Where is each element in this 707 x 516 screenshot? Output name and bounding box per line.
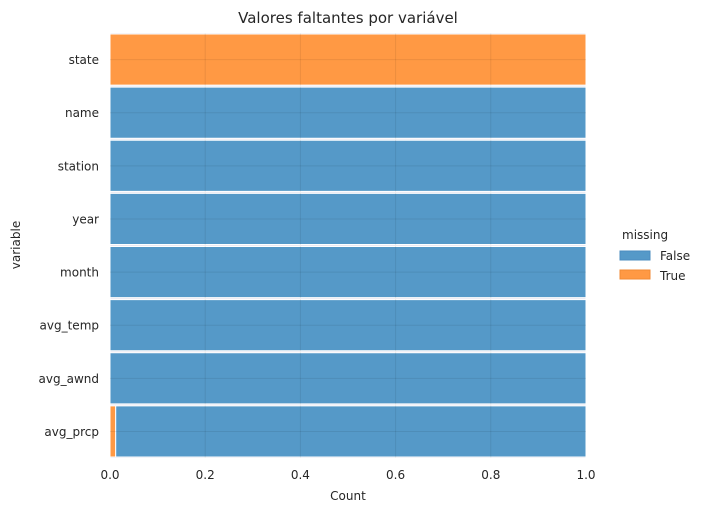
- bar-avg_awnd-false: [109, 352, 587, 405]
- y-tick-labels: state name station year month avg_temp avg_awn…: [39, 53, 100, 439]
- y-tick-label-month: month: [60, 266, 99, 280]
- y-axis-label: variable: [9, 221, 23, 269]
- y-tick-label-name: name: [65, 106, 99, 120]
- y-tick-label-avg_temp: avg_temp: [40, 319, 99, 333]
- legend-swatch-false: [619, 250, 651, 261]
- y-tick-label-state: state: [69, 53, 99, 67]
- x-tick-label: 0.4: [291, 468, 310, 482]
- bar-year-false: [109, 192, 587, 245]
- x-tick-label: 0.8: [481, 468, 500, 482]
- x-axis-label: Count: [330, 489, 366, 503]
- legend-label-true: True: [659, 269, 686, 283]
- x-tick-label: 1.0: [576, 468, 595, 482]
- y-tick-label-station: station: [58, 159, 99, 173]
- x-tick-label: 0.0: [100, 468, 119, 482]
- chart-title: Valores faltantes por variável: [238, 9, 458, 27]
- x-tick-label: 0.6: [386, 468, 405, 482]
- bar-month-false: [109, 246, 587, 299]
- legend-title: missing: [622, 228, 668, 242]
- bar-state-true: [109, 33, 587, 86]
- bar-station-false: [109, 139, 587, 192]
- bar-name-false: [109, 86, 587, 139]
- x-tick-label: 0.2: [196, 468, 215, 482]
- y-tick-label-avg_awnd: avg_awnd: [39, 372, 99, 386]
- overlay-grid-layer: [110, 33, 586, 458]
- legend-label-false: False: [660, 249, 690, 263]
- bar-avg_prcp-false: [115, 405, 587, 458]
- y-tick-label-avg_prcp: avg_prcp: [44, 425, 99, 439]
- y-tick-label-year: year: [72, 212, 99, 226]
- legend-swatch-true: [619, 269, 651, 280]
- bars-layer: [109, 33, 587, 458]
- x-tick-labels: 0.0 0.2 0.4 0.6 0.8 1.0: [100, 468, 595, 482]
- legend: missing False True: [619, 228, 690, 283]
- bar-avg_temp-false: [109, 299, 587, 352]
